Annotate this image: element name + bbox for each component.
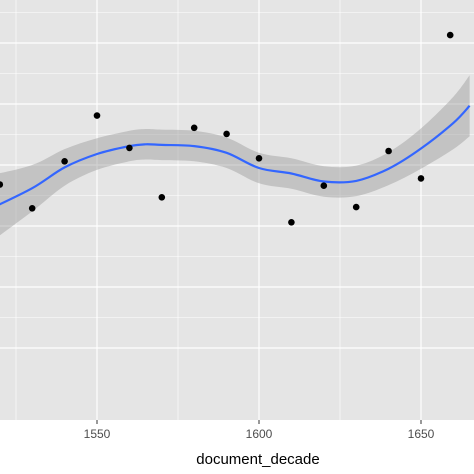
x-tick-label: 1600 bbox=[246, 427, 273, 441]
data-point bbox=[385, 147, 392, 155]
data-point bbox=[446, 31, 454, 39]
plot-panel bbox=[0, 0, 474, 420]
smooth-line bbox=[0, 105, 471, 206]
data-point bbox=[0, 181, 4, 188]
x-axis-title: document_decade bbox=[196, 451, 319, 468]
minor-gridlines bbox=[0, 0, 474, 420]
data-point bbox=[288, 219, 295, 226]
data-point bbox=[158, 194, 166, 201]
data-point bbox=[255, 155, 263, 162]
data-point bbox=[417, 175, 425, 182]
data-point bbox=[28, 205, 36, 212]
x-axis-ticks: 1550 1600 1650 bbox=[84, 420, 435, 441]
data-point bbox=[352, 203, 360, 211]
data-point bbox=[190, 124, 198, 132]
data-point bbox=[126, 144, 133, 152]
major-gridlines bbox=[0, 0, 474, 420]
data-point bbox=[61, 158, 68, 165]
data-point bbox=[320, 182, 328, 189]
data-point bbox=[223, 130, 230, 138]
data-points bbox=[0, 31, 454, 226]
x-tick-label: 1650 bbox=[408, 427, 435, 441]
x-tick-label: 1550 bbox=[84, 427, 111, 441]
data-point bbox=[93, 112, 101, 119]
